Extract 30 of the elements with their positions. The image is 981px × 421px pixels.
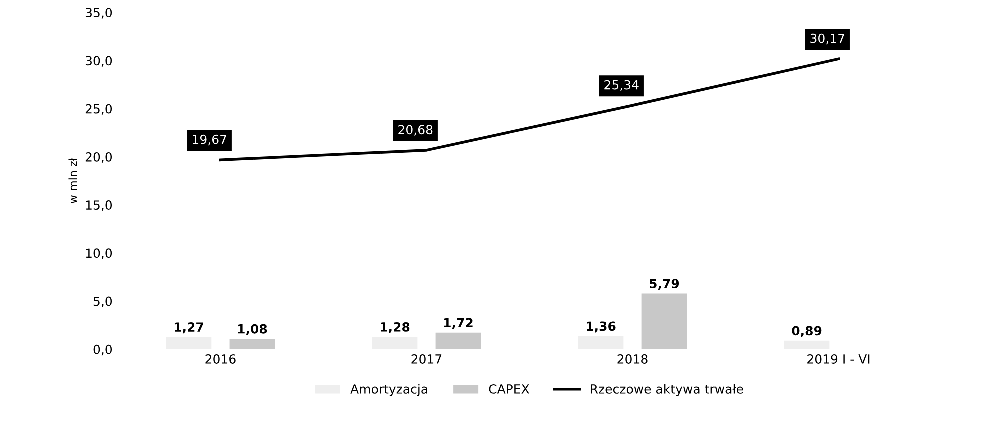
legend-label: Amortyzacja bbox=[350, 384, 428, 396]
y-tick-label: 20,0 bbox=[86, 152, 112, 164]
y-tick-label: 25,0 bbox=[86, 104, 112, 116]
x-tick-label: 2018 bbox=[618, 354, 648, 364]
data-label: 1,72 bbox=[444, 318, 473, 330]
data-label: 30,17 bbox=[810, 34, 844, 45]
bar bbox=[230, 339, 276, 350]
x-tick-label: 2016 bbox=[206, 354, 236, 364]
legend-label: Rzeczowe aktywa trwałe bbox=[591, 384, 744, 396]
data-label: 19,67 bbox=[193, 134, 226, 146]
x-tick-label: 2017 bbox=[412, 354, 442, 364]
data-label: 1,36 bbox=[587, 322, 616, 333]
y-axis-title: w mln zł bbox=[68, 158, 78, 204]
data-label: 1,28 bbox=[381, 322, 410, 334]
y-tick-label: 5,0 bbox=[94, 296, 112, 308]
bar bbox=[642, 294, 688, 350]
legend-label: CAPEX bbox=[489, 384, 530, 394]
data-label: 20,68 bbox=[398, 125, 433, 136]
y-tick-label: 15,0 bbox=[86, 200, 112, 212]
x-tick-label: 2019 I - VI bbox=[808, 354, 870, 364]
data-label: 1,27 bbox=[174, 322, 204, 334]
bar bbox=[436, 332, 482, 350]
y-tick-label: 10,0 bbox=[86, 248, 112, 260]
y-tick-label: 0,0 bbox=[94, 344, 112, 356]
data-label: 5,79 bbox=[650, 279, 680, 290]
data-label: 0,89 bbox=[792, 326, 822, 338]
data-label: 1,08 bbox=[238, 324, 268, 336]
y-tick-label: 30,0 bbox=[86, 56, 112, 67]
y-tick-label: 35,0 bbox=[86, 8, 112, 19]
data-label: 25,34 bbox=[604, 80, 639, 92]
